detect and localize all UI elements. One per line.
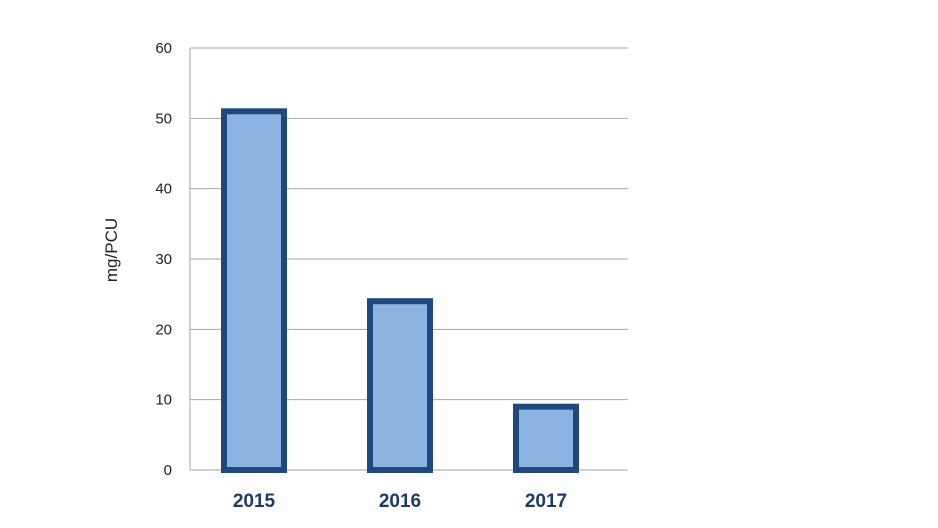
y-axis-title: mg/PCU (102, 218, 121, 282)
y-tick-label-50: 50 (155, 110, 172, 127)
y-tick-label-20: 20 (155, 321, 172, 338)
y-tick-label-60: 60 (155, 40, 172, 57)
y-axis-ticks: 0 10 20 30 40 50 60 (155, 40, 172, 479)
x-tick-label-2017: 2017 (525, 491, 567, 512)
x-tick-label-2016: 2016 (379, 491, 421, 512)
y-tick-label-30: 30 (155, 251, 172, 268)
x-axis-labels: 2015 2016 2017 (233, 491, 567, 512)
y-tick-label-40: 40 (155, 181, 172, 198)
bar-2015 (221, 108, 287, 474)
bars (221, 108, 579, 474)
bar-2016 (367, 298, 433, 474)
bar-2017 (513, 403, 579, 474)
y-tick-label-0: 0 (164, 462, 172, 479)
x-tick-label-2015: 2015 (233, 491, 276, 512)
y-tick-label-10: 10 (155, 392, 172, 409)
